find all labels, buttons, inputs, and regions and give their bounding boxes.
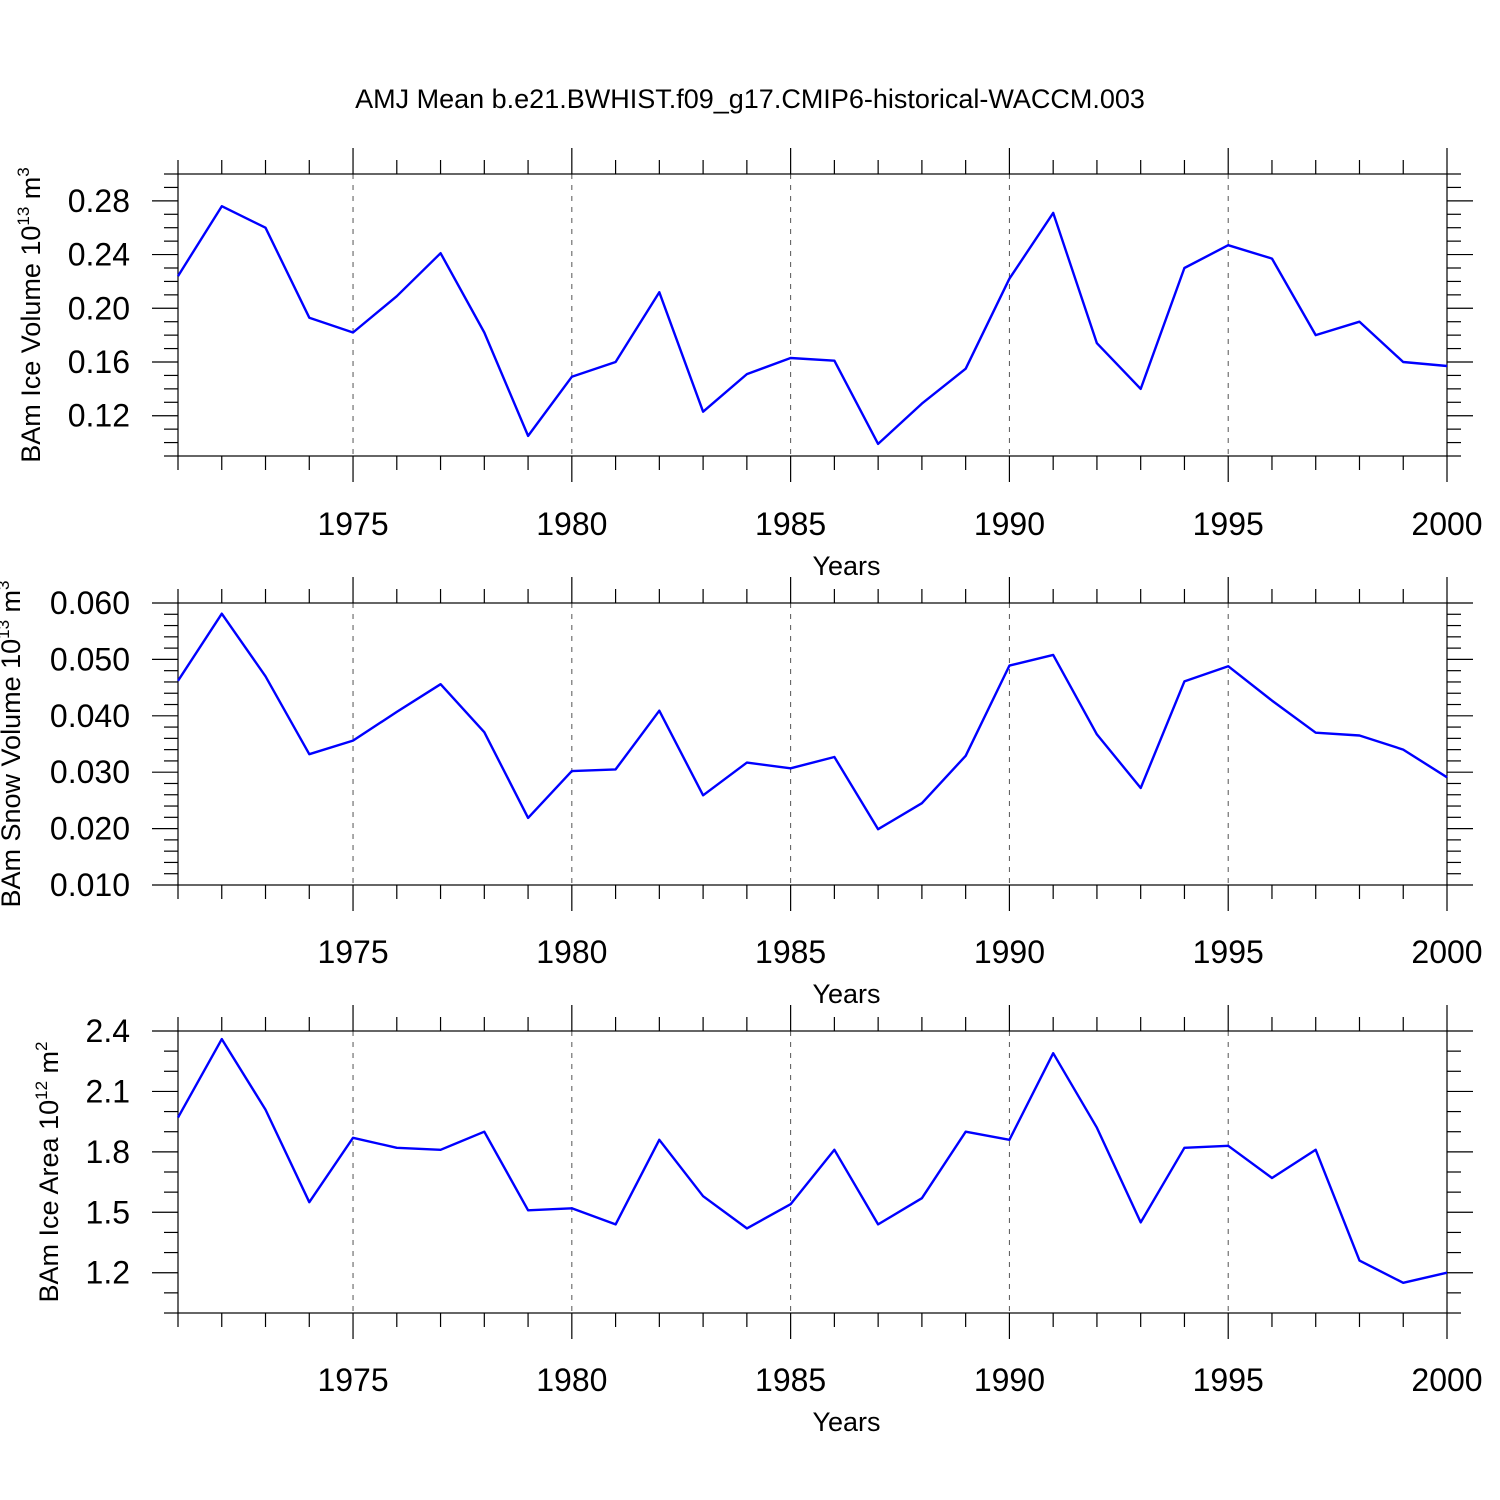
- y-axis-title: BAm Snow Volume 1013 m3: [0, 580, 26, 907]
- y-tick-label: 0.20: [68, 290, 130, 326]
- x-tick-label: 2000: [1411, 1362, 1482, 1398]
- x-tick-label: 1995: [1193, 934, 1264, 970]
- x-tick-label: 2000: [1411, 934, 1482, 970]
- y-tick-label: 0.050: [50, 641, 130, 677]
- figure-title: AMJ Mean b.e21.BWHIST.f09_g17.CMIP6-hist…: [355, 84, 1145, 114]
- series-line: [176, 204, 1448, 446]
- y-axis-title-unit-exponent: 2: [32, 1042, 51, 1051]
- y-tick-label: 0.010: [50, 867, 130, 903]
- x-tick-label: 1995: [1193, 1362, 1264, 1398]
- chart-panel-1: 0.12 0.16 0.20 0.24 0.28 1975 1980 1985 1990 1995…: [14, 148, 1483, 581]
- x-tick-label: 1990: [974, 506, 1045, 542]
- y-tick-label: 0.12: [68, 398, 130, 434]
- series-line: [176, 612, 1448, 831]
- y-axis-title-unit: m: [34, 1051, 64, 1081]
- x-tick-label: 2000: [1411, 506, 1482, 542]
- y-tick-label: 0.16: [68, 344, 130, 380]
- plot-frame: [177, 602, 1448, 886]
- x-tick-label: 1990: [974, 934, 1045, 970]
- y-tick-label: 0.28: [68, 183, 130, 219]
- x-tick-label: 1975: [317, 934, 388, 970]
- y-axis-title: BAm Ice Volume 1013 m3: [14, 167, 46, 463]
- x-axis-title: Years: [812, 979, 880, 1009]
- y-tick-label: 2.4: [86, 1013, 130, 1049]
- y-tick-label: 1.8: [86, 1134, 130, 1170]
- y-axis-title-unit-exponent: 3: [0, 580, 13, 589]
- chart-panel-2: 0.010 0.020 0.030 0.040 0.050 0.060 1975 1980 19…: [0, 577, 1483, 1009]
- y-axis-title-exponent: 13: [0, 620, 13, 639]
- x-axis-title: Years: [812, 1407, 880, 1437]
- y-axis-title-unit: m: [0, 590, 26, 620]
- y-axis-title-unit-exponent: 3: [14, 167, 33, 176]
- y-tick-label: 1.5: [86, 1194, 130, 1230]
- x-tick-label: 1995: [1193, 506, 1264, 542]
- x-axis-title: Years: [812, 551, 880, 581]
- series-line: [176, 1037, 1448, 1285]
- x-tick-label: 1975: [317, 1362, 388, 1398]
- x-tick-label: 1975: [317, 506, 388, 542]
- x-tick-label: 1980: [536, 934, 607, 970]
- plot-frame: [177, 173, 1448, 457]
- x-tick-label: 1985: [755, 506, 826, 542]
- y-tick-label: 0.24: [68, 237, 130, 273]
- y-axis-title-exponent: 12: [32, 1081, 51, 1100]
- x-tick-label: 1990: [974, 1362, 1045, 1398]
- x-tick-label: 1985: [755, 934, 826, 970]
- x-tick-label: 1980: [536, 506, 607, 542]
- y-tick-label: 0.030: [50, 754, 130, 790]
- y-axis-title-main: BAm Ice Area 10: [34, 1100, 64, 1303]
- y-axis-title-main: BAm Ice Volume 10: [16, 226, 46, 463]
- y-tick-label: 1.2: [86, 1255, 130, 1291]
- y-axis-title-main: BAm Snow Volume 10: [0, 639, 26, 908]
- y-axis-title-unit: m: [16, 177, 46, 207]
- y-tick-label: 0.060: [50, 585, 130, 621]
- y-tick-label: 0.020: [50, 811, 130, 847]
- plot-frame: [177, 1030, 1448, 1314]
- x-tick-label: 1985: [755, 1362, 826, 1398]
- y-tick-label: 2.1: [86, 1073, 130, 1109]
- y-axis-title: BAm Ice Area 1012 m2: [32, 1042, 64, 1303]
- y-axis-title-exponent: 13: [14, 207, 33, 226]
- x-tick-label: 1980: [536, 1362, 607, 1398]
- chart-panel-3: 1.2 1.5 1.8 2.1 2.4 1975 1980 1985 1990 1995 2000 Y…: [32, 1005, 1483, 1437]
- y-tick-label: 0.040: [50, 698, 130, 734]
